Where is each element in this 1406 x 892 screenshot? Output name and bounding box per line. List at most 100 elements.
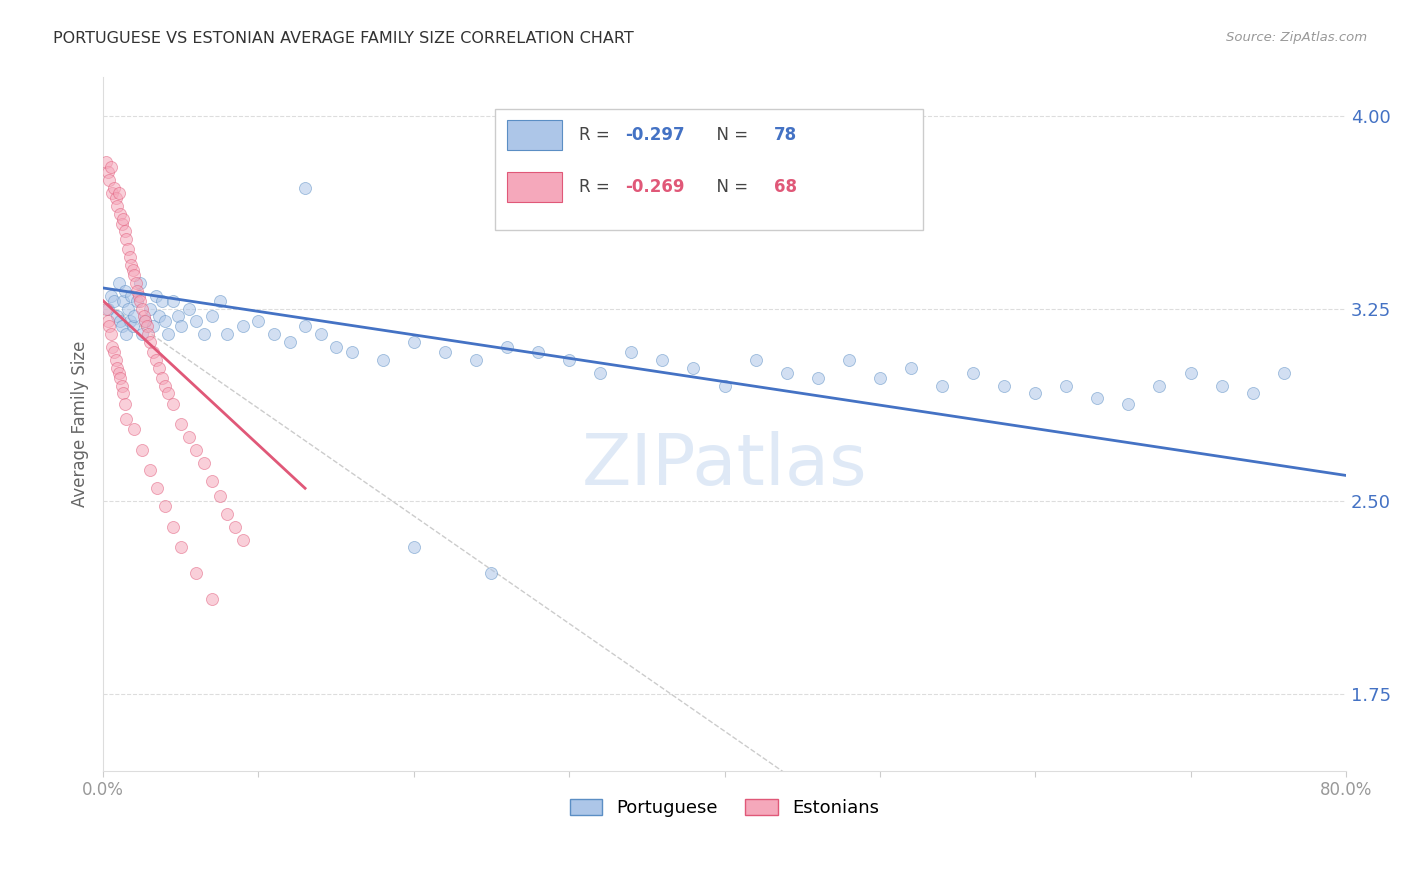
Point	[201, 310, 224, 324]
Point	[120, 258, 142, 272]
Point	[294, 319, 316, 334]
Point	[744, 352, 766, 367]
Point	[263, 327, 285, 342]
Point	[713, 378, 735, 392]
Point	[309, 327, 332, 342]
Point	[115, 327, 138, 342]
Point	[107, 366, 129, 380]
Point	[193, 456, 215, 470]
Point	[162, 520, 184, 534]
Point	[775, 366, 797, 380]
Point	[129, 276, 152, 290]
Point	[294, 181, 316, 195]
Point	[135, 319, 157, 334]
Point	[558, 352, 581, 367]
Point	[496, 340, 519, 354]
Point	[900, 360, 922, 375]
Point	[157, 327, 180, 342]
Point	[105, 360, 128, 375]
Point	[157, 386, 180, 401]
Point	[224, 520, 246, 534]
Point	[155, 500, 177, 514]
Point	[128, 288, 150, 302]
Text: 78: 78	[775, 126, 797, 144]
Point	[232, 533, 254, 547]
Point	[162, 396, 184, 410]
Point	[138, 334, 160, 349]
Point	[481, 566, 503, 580]
Point	[1085, 392, 1108, 406]
Text: R =: R =	[579, 178, 614, 196]
Text: -0.269: -0.269	[626, 178, 685, 196]
Point	[146, 481, 169, 495]
Point	[100, 327, 122, 342]
Point	[1149, 378, 1171, 392]
Text: 68: 68	[775, 178, 797, 196]
Point	[838, 352, 860, 367]
Point	[1241, 386, 1264, 401]
Point	[325, 340, 347, 354]
Point	[145, 352, 167, 367]
Point	[114, 284, 136, 298]
Point	[98, 319, 121, 334]
Point	[115, 412, 138, 426]
Point	[112, 386, 135, 401]
Point	[131, 301, 153, 316]
Point	[148, 360, 170, 375]
Point	[138, 301, 160, 316]
Point	[107, 276, 129, 290]
FancyBboxPatch shape	[508, 172, 562, 202]
Text: N =: N =	[706, 178, 754, 196]
Point	[134, 314, 156, 328]
Point	[186, 566, 208, 580]
Point	[433, 345, 456, 359]
Point	[527, 345, 550, 359]
FancyBboxPatch shape	[508, 120, 562, 150]
Point	[201, 474, 224, 488]
Point	[1118, 396, 1140, 410]
Point	[962, 366, 984, 380]
Point	[121, 263, 143, 277]
Point	[744, 165, 766, 179]
Text: ZIPatlas: ZIPatlas	[582, 431, 868, 500]
Text: PORTUGUESE VS ESTONIAN AVERAGE FAMILY SIZE CORRELATION CHART: PORTUGUESE VS ESTONIAN AVERAGE FAMILY SI…	[53, 31, 634, 46]
Text: Source: ZipAtlas.com: Source: ZipAtlas.com	[1226, 31, 1367, 45]
Point	[111, 319, 134, 334]
Point	[131, 327, 153, 342]
Point	[869, 371, 891, 385]
Point	[247, 314, 270, 328]
Point	[1054, 378, 1077, 392]
Point	[110, 206, 132, 220]
Point	[150, 293, 173, 308]
Point	[103, 345, 125, 359]
Point	[155, 378, 177, 392]
Point	[636, 147, 658, 161]
Point	[127, 293, 149, 308]
Point	[97, 165, 120, 179]
Point	[100, 288, 122, 302]
Point	[100, 161, 122, 175]
Point	[111, 378, 134, 392]
Point	[217, 507, 239, 521]
Point	[127, 284, 149, 298]
Point	[105, 199, 128, 213]
Point	[186, 314, 208, 328]
Point	[104, 191, 127, 205]
Point	[138, 463, 160, 477]
Point	[186, 442, 208, 457]
Text: -0.297: -0.297	[626, 126, 685, 144]
Legend: Portuguese, Estonians: Portuguese, Estonians	[562, 791, 886, 824]
Point	[1024, 386, 1046, 401]
Point	[620, 345, 643, 359]
Point	[931, 378, 953, 392]
Point	[129, 293, 152, 308]
Point	[125, 276, 148, 290]
Point	[114, 396, 136, 410]
Point	[120, 288, 142, 302]
Point	[145, 288, 167, 302]
Point	[134, 314, 156, 328]
Point	[1272, 366, 1295, 380]
Point	[208, 293, 231, 308]
Point	[97, 314, 120, 328]
Point	[131, 442, 153, 457]
